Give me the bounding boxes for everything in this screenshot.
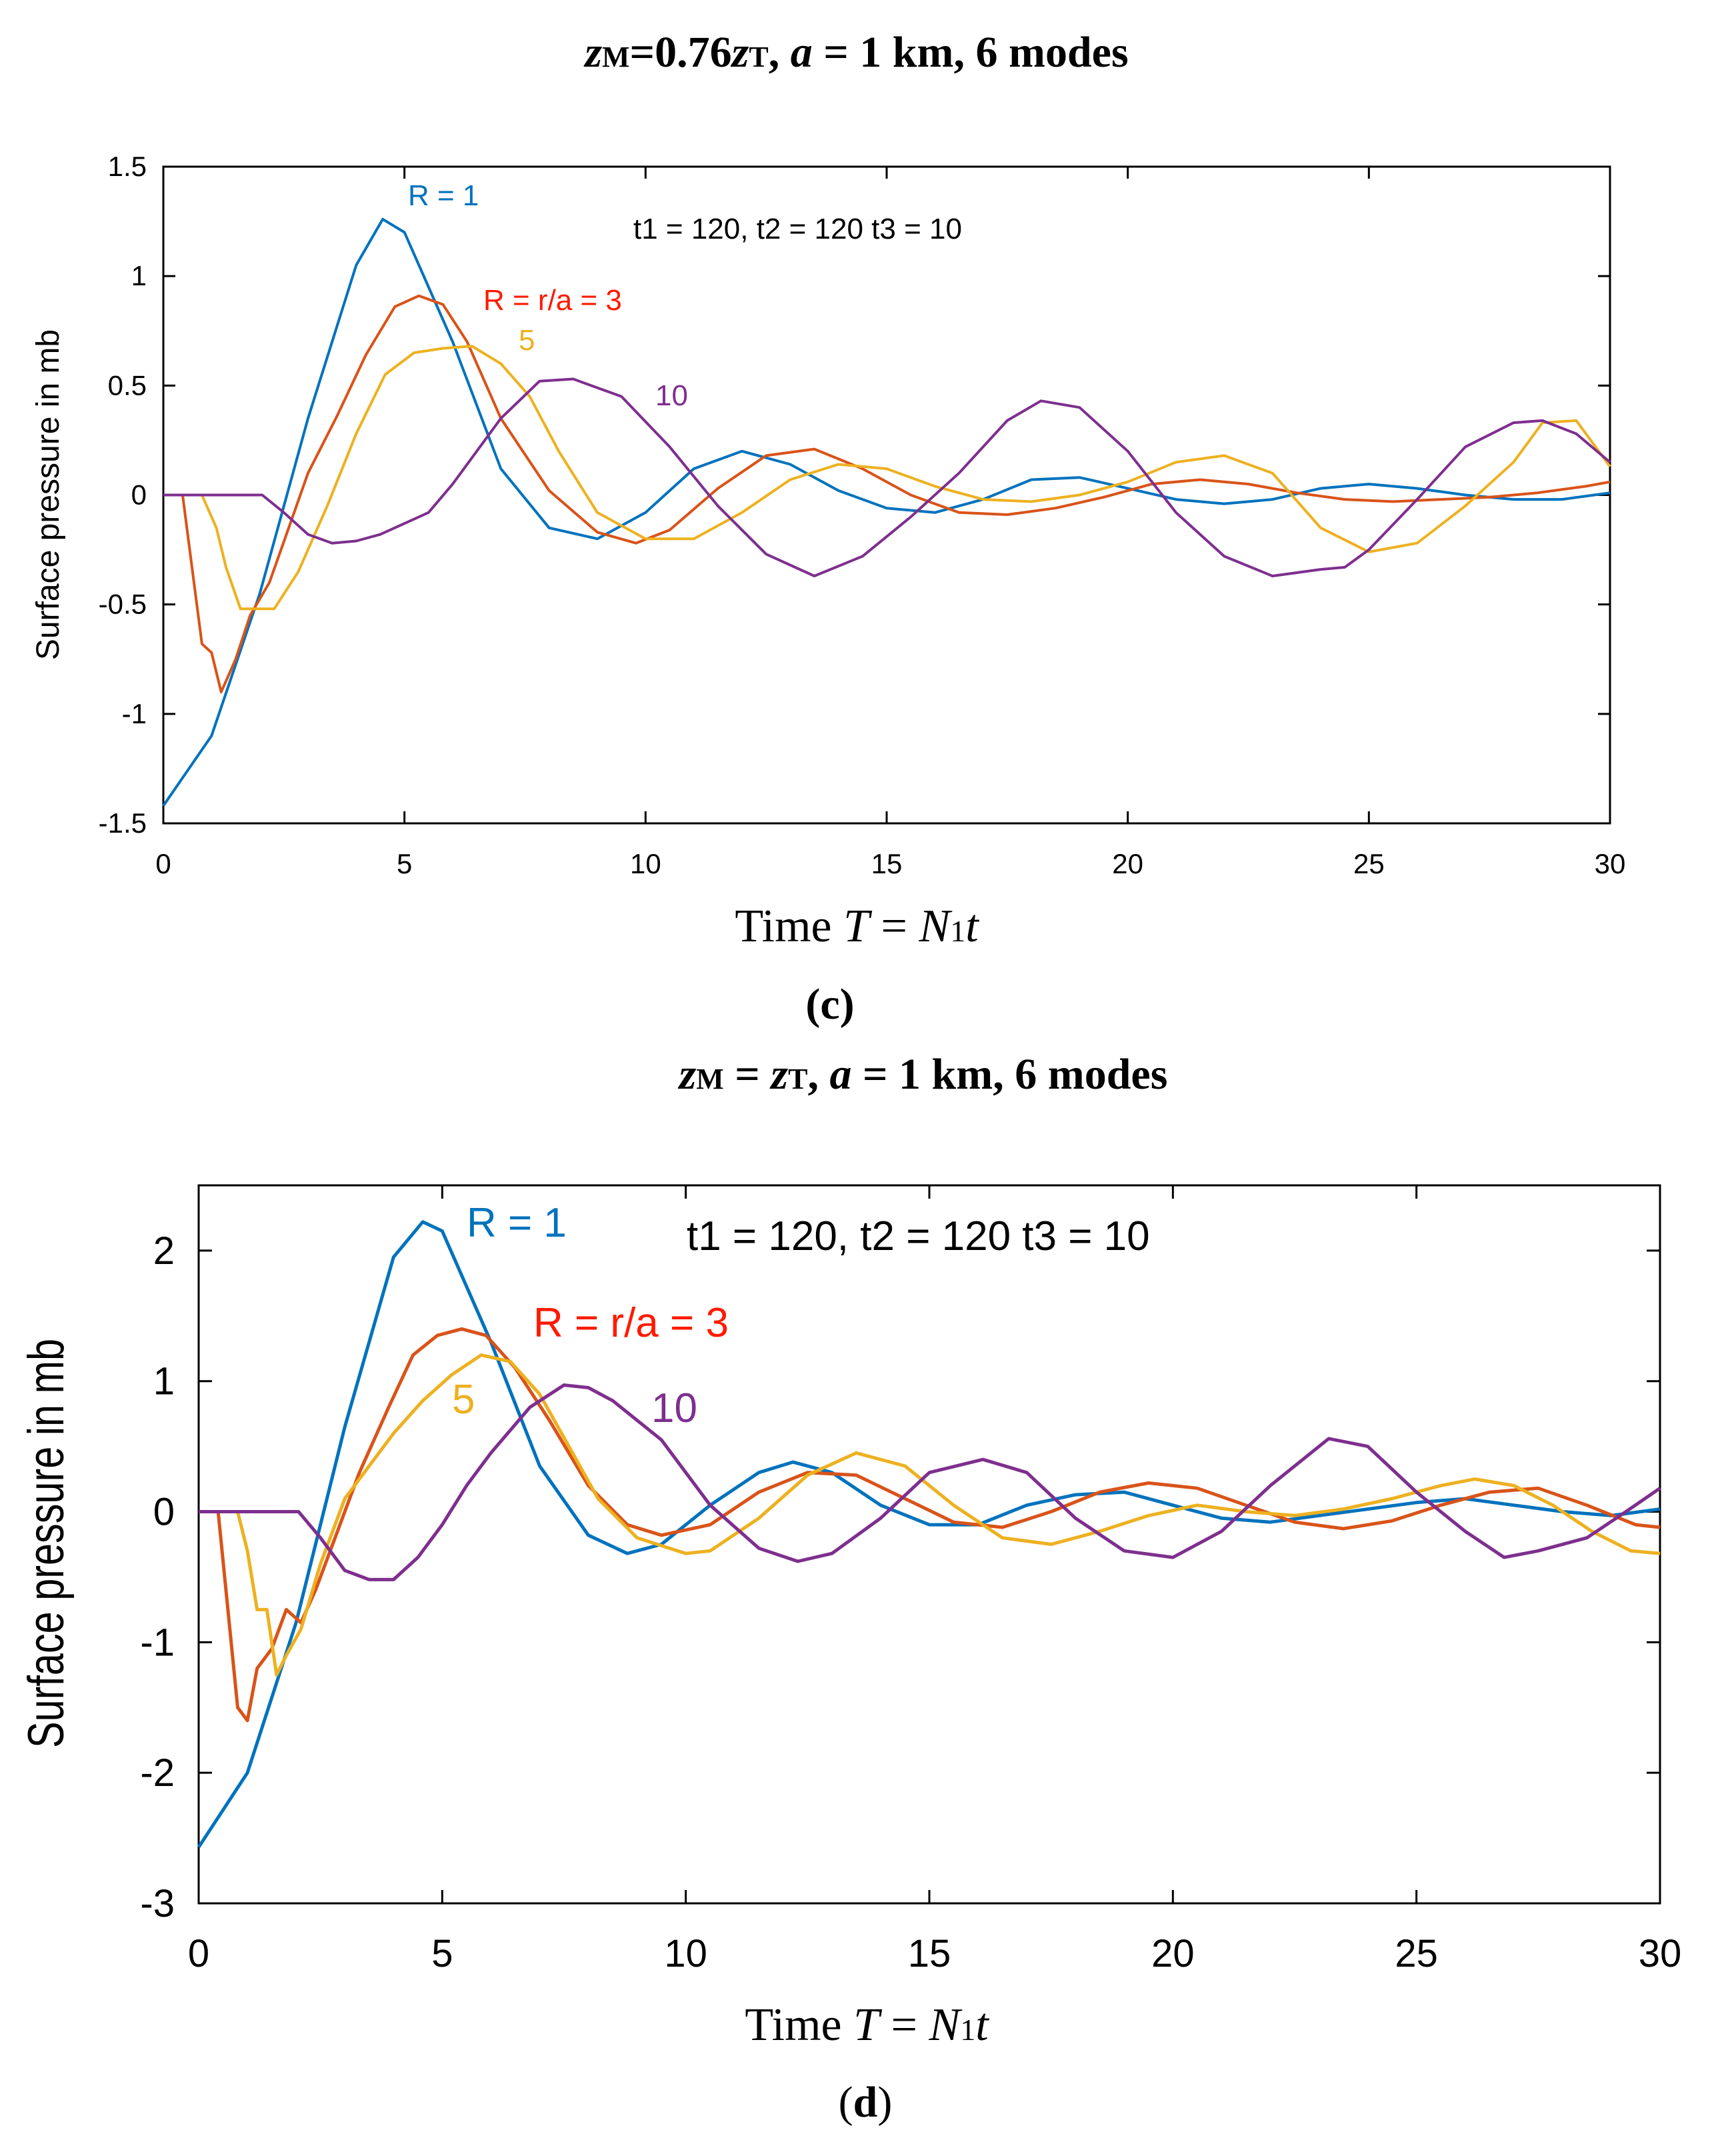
y-axis-label-d: Surface pressure in mb: [18, 1339, 75, 1748]
y-tick-label: 2: [153, 1229, 175, 1273]
tick-marks-d: [197, 1185, 1661, 1905]
series-line-r3: [163, 294, 1611, 693]
series-line-r3: [199, 1327, 1661, 1723]
annotation-r10-d: 10: [651, 1385, 697, 1431]
panel-d: zM = zT, a = 1 km, 6 modes 0 5 10 15 20 …: [18, 1050, 1681, 2127]
y-tick-label: -1: [122, 698, 147, 729]
chart-title-d: zM = zT, a = 1 km, 6 modes: [678, 1050, 1168, 1099]
y-tick-label: -2: [140, 1751, 175, 1795]
y-tick-label: 1.5: [108, 151, 147, 182]
x-tick-label: 10: [630, 848, 661, 879]
y-tick-label: -0.5: [99, 589, 147, 620]
x-tick-label: 0: [188, 1932, 209, 1975]
y-tick-label: 0: [131, 479, 147, 511]
annotation-r10-c: 10: [655, 379, 688, 412]
x-tick-label: 5: [431, 1932, 453, 1975]
y-tick-label: -1: [140, 1621, 175, 1664]
x-tick-label: 5: [397, 848, 412, 879]
annotation-r5-d: 5: [452, 1377, 475, 1423]
tick-marks-c: [162, 165, 1611, 825]
y-tick-label: 1: [131, 260, 147, 291]
annotation-r3-c: R = r/a = 3: [483, 284, 622, 317]
y-tick-label: 0: [153, 1491, 175, 1534]
y-tick-label: 1: [153, 1360, 175, 1403]
x-tick-labels-d: 0 5 10 15 20 25 30: [188, 1932, 1681, 1975]
series-line-r10: [199, 1383, 1661, 1581]
x-tick-label: 0: [155, 848, 171, 879]
annotation-r1-c: R = 1: [408, 179, 479, 212]
x-tick-label: 25: [1353, 848, 1385, 879]
series-line-r10: [163, 377, 1611, 577]
panel-c: zM=0.76zT, a = 1 km, 6 modes 0 5 10 15 2…: [31, 28, 1625, 1029]
x-tick-labels-c: 0 5 10 15 20 25 30: [155, 848, 1625, 879]
series-line-r1: [197, 1220, 1661, 1849]
annotation-r3-d: R = r/a = 3: [533, 1300, 729, 1346]
plot-frame-c: [162, 165, 1611, 825]
annotation-r5-c: 5: [519, 324, 535, 357]
x-tick-label: 30: [1595, 848, 1626, 879]
x-tick-label: 30: [1639, 1932, 1682, 1975]
y-tick-label: 0.5: [108, 369, 147, 401]
y-tick-label: -3: [140, 1882, 175, 1925]
series-group-c: [162, 217, 1611, 807]
x-tick-label: 20: [1151, 1932, 1195, 1975]
panel-label-c: (c): [805, 980, 854, 1029]
x-tick-label: 25: [1395, 1932, 1438, 1975]
y-axis-label-c: Surface pressure in mb: [31, 329, 66, 660]
x-axis-label-d: Time T = N1t: [745, 1999, 989, 2051]
chart-title-c: zM=0.76zT, a = 1 km, 6 modes: [583, 28, 1128, 77]
series-line-r5: [199, 1353, 1661, 1677]
annotation-params-c: t1 = 120, t2 = 120 t3 = 10: [633, 213, 962, 245]
plot-frame-d: [197, 1184, 1661, 1905]
x-axis-label-c: Time T = N1t: [735, 901, 979, 952]
x-tick-label: 15: [908, 1932, 951, 1975]
y-tick-labels-c: -1.5 -1 -0.5 0 0.5 1 1.5: [99, 151, 147, 839]
x-tick-label: 20: [1112, 848, 1143, 879]
series-line-r5: [163, 345, 1611, 611]
y-tick-label: -1.5: [99, 807, 147, 839]
y-tick-labels-d: -3 -2 -1 0 1 2: [140, 1229, 175, 1925]
x-tick-label: 15: [871, 848, 903, 879]
series-group-d: [197, 1220, 1661, 1849]
x-tick-label: 10: [664, 1932, 707, 1975]
series-line-r1: [162, 217, 1611, 807]
annotation-params-d: t1 = 120, t2 = 120 t3 = 10: [687, 1213, 1150, 1259]
panel-label-d: (d): [839, 2078, 893, 2127]
annotation-r1-d: R = 1: [467, 1200, 567, 1246]
